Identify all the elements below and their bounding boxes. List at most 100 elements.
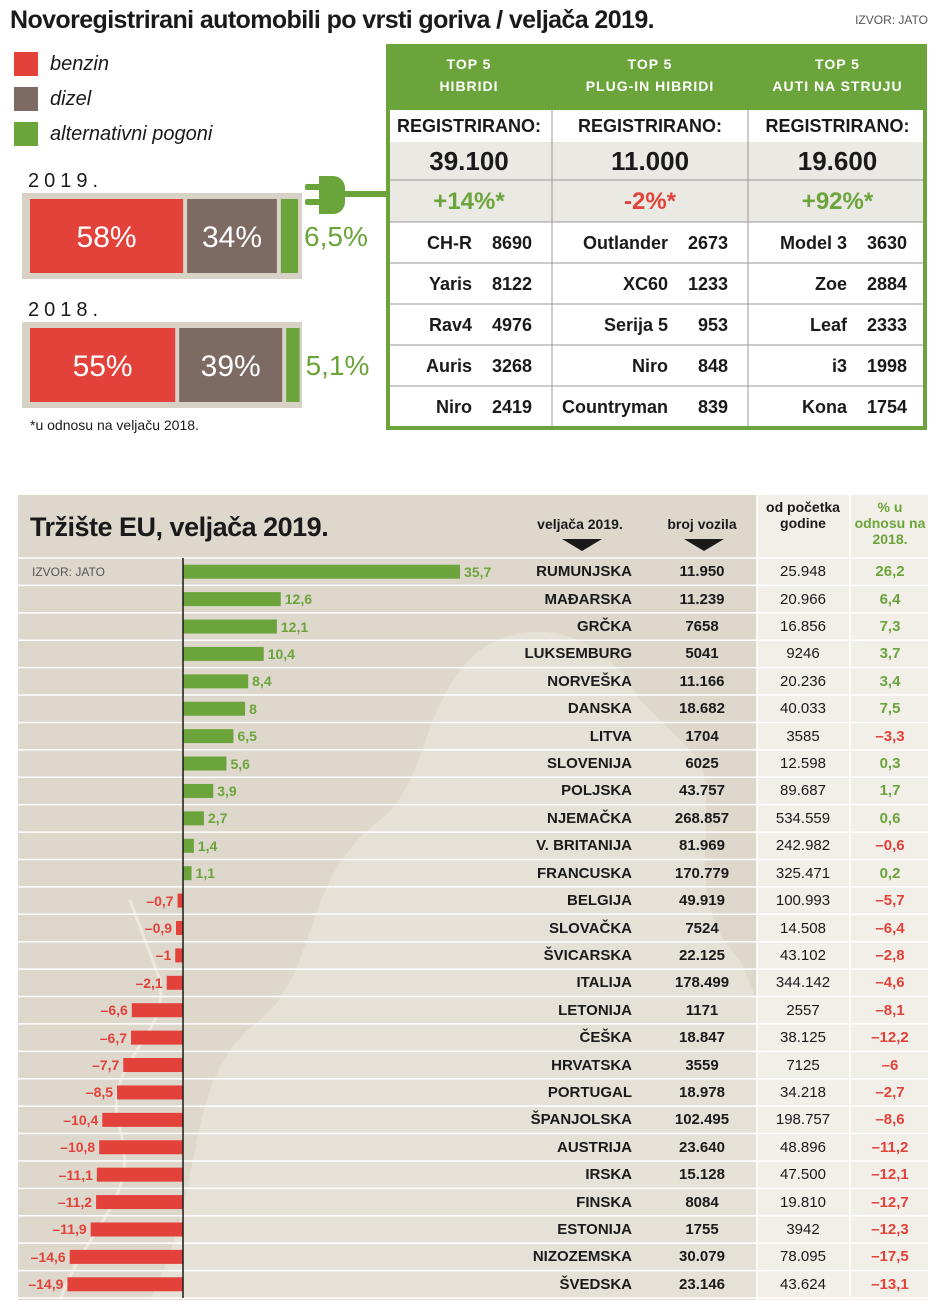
vehicle-count: 7524 (685, 919, 719, 937)
country: LUKSEMBURG (524, 645, 633, 663)
segment-label: 39% (200, 349, 261, 383)
bar-label: –6,7 (99, 1029, 128, 1046)
vehicle-count: 1171 (685, 1001, 719, 1019)
model-name: i3 (831, 355, 847, 376)
model-count: 1233 (687, 273, 728, 294)
segment-label: 55% (72, 349, 133, 383)
vehicle-count: 268.857 (674, 809, 730, 827)
bar-label: 8,4 (252, 673, 272, 690)
ytd-count: 40.033 (780, 700, 826, 718)
change-percent: –6,4 (875, 919, 905, 937)
change: +14%* (433, 188, 505, 215)
bar (176, 921, 183, 935)
ytd-count: 325.471 (775, 864, 831, 882)
column-heading: PLUG-IN HIBRIDI (585, 78, 715, 94)
country: ŠVICARSKA (543, 946, 632, 964)
footnote: *u odnosu na veljaču 2018. (30, 417, 199, 433)
change-percent: –12,2 (871, 1029, 909, 1047)
model-name: Rav4 (428, 314, 472, 335)
bar (183, 729, 234, 744)
vehicle-count: 11.166 (679, 672, 725, 690)
page-title: Novoregistrirani automobili po vrsti gor… (10, 5, 655, 34)
table-header-band (386, 44, 927, 110)
bar-label: –1 (155, 947, 172, 964)
year-label: 2018. (28, 298, 104, 321)
bar-label: –7,7 (92, 1057, 120, 1074)
bar-label: –11,9 (52, 1221, 87, 1238)
change-percent: –2,8 (875, 946, 905, 964)
country: BELGIJA (566, 892, 632, 910)
vehicle-count: 23.146 (679, 1275, 725, 1293)
bar-label: 6,5 (237, 728, 257, 745)
model-count: 839 (697, 396, 728, 417)
bar-label: –10,4 (63, 1111, 99, 1128)
map-outline (58, 899, 163, 1301)
model-name: Niro (632, 355, 668, 376)
bar-segment (179, 328, 283, 402)
bar-label: –11,1 (58, 1166, 93, 1183)
country: GRČKA (577, 618, 632, 636)
column-header: veljača 2019. (537, 516, 623, 532)
vehicle-count: 30.079 (679, 1248, 725, 1266)
country: NIZOZEMSKA (532, 1248, 632, 1266)
bar (177, 893, 183, 908)
ytd-count: 43.624 (780, 1275, 826, 1293)
registered-total: 19.600 (797, 146, 878, 176)
segment-label: 34% (201, 220, 263, 254)
column-heading: AUTI NA STRUJU (772, 78, 903, 94)
bar (183, 646, 264, 661)
legend-swatch (14, 122, 38, 146)
ytd-count: 38.125 (780, 1029, 826, 1047)
legend-swatch (14, 52, 38, 76)
bar (123, 1058, 183, 1073)
sort-arrow (684, 539, 724, 551)
vehicle-count: 11.950 (679, 563, 725, 581)
column-header: % u odnosu na 2018. (854, 499, 926, 547)
column-header: od početka godine (766, 499, 840, 531)
sort-arrow (562, 539, 602, 551)
change-percent: 6,4 (879, 590, 901, 608)
bar (96, 1167, 183, 1182)
country: AUSTRIJA (556, 1138, 632, 1156)
bar-label: 1,4 (197, 837, 218, 854)
vehicle-count: 22.125 (679, 946, 725, 964)
registered-label: REGISTRIRANO: (578, 115, 722, 136)
vehicle-count: 18.682 (679, 700, 725, 718)
country: HRVATSKA (551, 1056, 632, 1074)
change-percent: –11,2 (871, 1138, 909, 1156)
country: RUMUNJSKA (536, 563, 632, 581)
country: FINSKA (576, 1193, 632, 1211)
bar-label: –8,5 (85, 1084, 114, 1101)
country: IRSKA (585, 1166, 632, 1184)
country: NJEMAČKA (546, 809, 632, 827)
change-percent: 0,2 (879, 864, 901, 882)
bar (183, 811, 204, 826)
bar (183, 674, 249, 689)
bar (183, 592, 281, 607)
model-name: Countryman (561, 396, 668, 417)
change-percent: –17,5 (871, 1248, 909, 1266)
vehicle-count: 43.757 (679, 782, 725, 800)
segment-label: 58% (76, 220, 137, 254)
ytd-count: 89.687 (780, 782, 826, 800)
bar-label: –14,6 (30, 1248, 66, 1265)
vehicle-count: 6025 (685, 755, 719, 773)
bar-label: –6,6 (100, 1002, 128, 1019)
table-shade (386, 142, 927, 222)
bar (99, 1140, 183, 1155)
model-count: 1998 (866, 355, 907, 376)
vehicle-count: 1704 (685, 727, 719, 745)
country: LITVA (589, 727, 632, 745)
model-count: 2884 (866, 273, 907, 294)
change-percent: –8,1 (875, 1001, 905, 1019)
legend-label: benzin (50, 52, 109, 75)
change-percent: –4,6 (875, 974, 905, 992)
model-count: 2333 (866, 314, 907, 335)
change-percent: 0,6 (879, 809, 901, 827)
column-heading: TOP 5 (815, 56, 860, 72)
bar (183, 838, 194, 853)
bar (69, 1249, 183, 1264)
change-percent: –3,3 (875, 727, 905, 745)
bar-segment (187, 199, 277, 273)
